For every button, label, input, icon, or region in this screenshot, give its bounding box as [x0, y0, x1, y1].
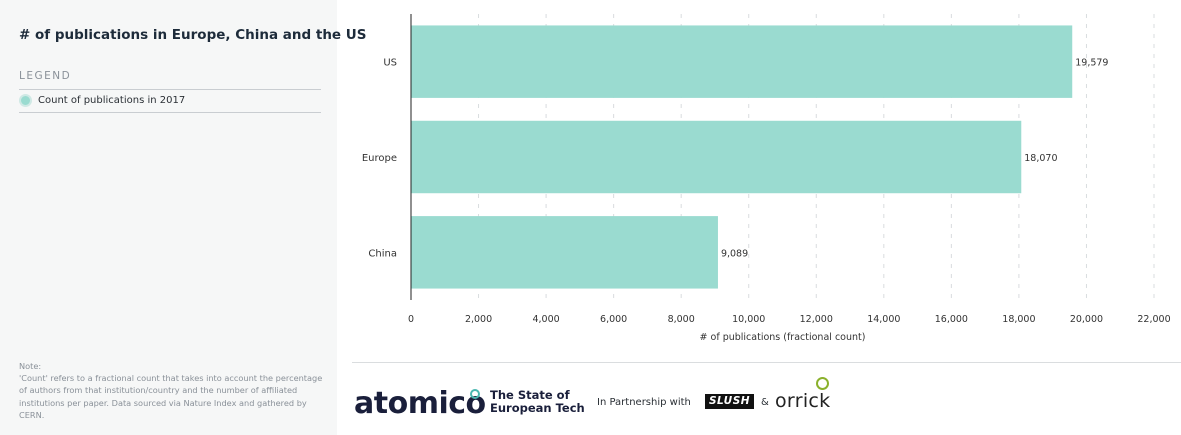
data-label: 18,070 [1024, 153, 1057, 164]
orrick-logo: orrick [775, 390, 831, 412]
bar-chart: US 19,579 Europe 18,070 China 9,089 0 2,000 4,00… [362, 14, 1171, 343]
legend-divider [19, 89, 321, 90]
legend-item[interactable]: Count of publications in 2017 [19, 94, 185, 107]
category-label: China [368, 248, 397, 259]
chart-note: Note: 'Count' refers to a fractional coun… [19, 360, 324, 421]
legend-item-label: Count of publications in 2017 [38, 95, 186, 106]
category-label: Europe [362, 153, 397, 164]
x-tick-label: 2,000 [465, 314, 492, 325]
data-label: 9,089 [721, 248, 748, 259]
x-tick-label: 8,000 [668, 314, 695, 325]
bar-europe [411, 120, 1022, 194]
x-tick-label: 12,000 [800, 314, 833, 325]
orrick-logo-mark-icon [816, 377, 829, 390]
chart-title: # of publications in Europe, China and t… [19, 27, 367, 43]
partnership-text: In Partnership with [597, 397, 691, 408]
report-title-line2: European Tech [490, 401, 585, 415]
ampersand: & [761, 397, 769, 408]
note-text: 'Count' refers to a fractional count tha… [19, 373, 323, 420]
sidebar-panel: # of publications in Europe, China and t… [0, 0, 366, 435]
x-tick-label: 20,000 [1070, 314, 1103, 325]
legend-heading: LEGEND [19, 70, 72, 82]
bar-china [411, 216, 718, 289]
legend-swatch-icon [19, 94, 32, 107]
footer-divider [352, 362, 1181, 363]
legend-divider [19, 112, 321, 113]
report-title: The State of European Tech [490, 389, 585, 415]
x-tick-label: 14,000 [867, 314, 900, 325]
atomico-logo: atomico [354, 386, 486, 421]
x-tick-label: 18,000 [1002, 314, 1035, 325]
x-tick-label: 4,000 [532, 314, 559, 325]
data-label: 19,579 [1075, 58, 1108, 69]
x-tick-label: 16,000 [935, 314, 968, 325]
slush-logo: SLUSH [705, 394, 755, 409]
x-axis-title: # of publications (fractional count) [700, 332, 866, 343]
x-tick-label: 10,000 [732, 314, 765, 325]
x-tick-label: 0 [408, 314, 414, 325]
atomico-logo-mark-icon [470, 389, 480, 399]
x-tick-label: 22,000 [1137, 314, 1170, 325]
category-label: US [383, 58, 397, 69]
bar-us [411, 25, 1073, 98]
x-tick-label: 6,000 [600, 314, 627, 325]
report-title-line1: The State of [490, 388, 570, 402]
note-heading: Note: [19, 361, 42, 371]
